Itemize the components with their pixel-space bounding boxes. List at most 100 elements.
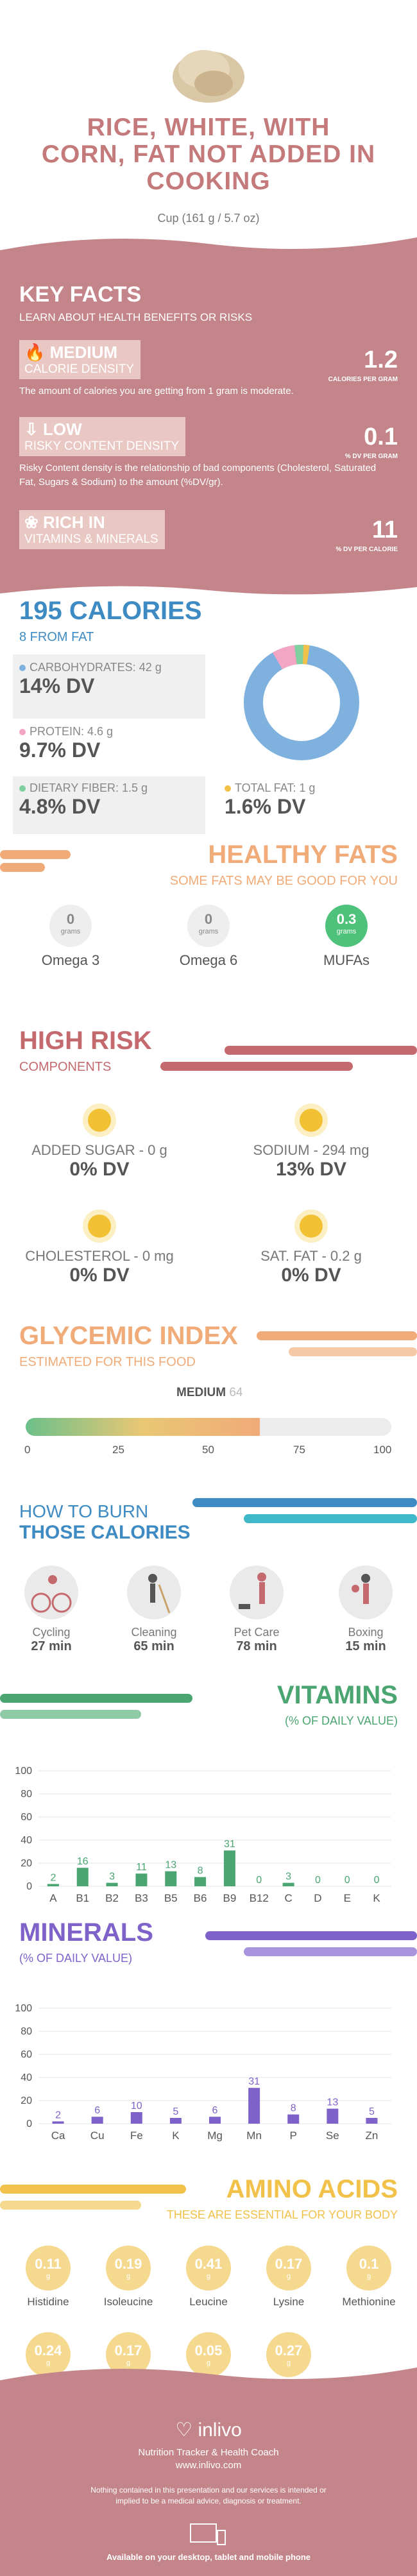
y-tick-label: 40 (21, 2072, 32, 2083)
amino-item: 0.1 g Methionine (330, 2246, 407, 2308)
bar (327, 2108, 339, 2124)
calories-title: 195 CALORIES (19, 597, 202, 625)
bar (106, 1882, 118, 1886)
bar (282, 1882, 294, 1886)
protein-dot (19, 729, 26, 735)
bar-value-label: 8 (198, 1866, 203, 1877)
bar-value-label: 5 (369, 2106, 375, 2117)
activity-cleaning: Cleaning 65 min (112, 1565, 196, 1654)
calorie-density-tag: 🔥 MEDIUM CALORIE DENSITY (19, 340, 141, 379)
y-tick-label: 60 (21, 2049, 32, 2060)
bar-value-label: 6 (212, 2105, 218, 2116)
bar (165, 1871, 177, 1886)
bar (91, 2117, 103, 2124)
glycemic-tick: 25 (112, 1444, 124, 1456)
vitamins-density-unit: % DV PER CALORIE (336, 546, 398, 553)
donut-fat-slice (244, 645, 359, 760)
leaf-icon: ❀ (24, 513, 38, 532)
risky-density-tag: ⇩ LOW RISKY CONTENT DENSITY (19, 417, 186, 456)
x-tick-label: B12 (250, 1892, 269, 1904)
healthy-fats-title: HEALTHY FATS (208, 840, 398, 869)
y-tick-label: 0 (26, 2119, 32, 2129)
y-tick-label: 40 (21, 1835, 32, 1846)
bar-value-label: 31 (248, 2076, 260, 2087)
vitamins-title: VITAMINS (277, 1681, 398, 1709)
vitamins-density-value: 11 (371, 516, 398, 543)
x-tick-label: Se (326, 2129, 339, 2142)
x-tick-label: A (49, 1892, 57, 1904)
x-tick-label: B2 (105, 1892, 119, 1904)
x-tick-label: B6 (194, 1892, 207, 1904)
cycling-icon (24, 1565, 78, 1619)
glycemic-title: GLYCEMIC INDEX (19, 1322, 238, 1350)
smile-icon (83, 1209, 116, 1243)
serving-size: Cup (161 g / 5.7 oz) (157, 212, 260, 225)
x-tick-label: Mn (246, 2129, 262, 2142)
footer-tagline: Nutrition Tracker & Health Coach (138, 2447, 279, 2458)
donut-protein-slice (244, 645, 359, 760)
vitamins-subtitle: (% OF DAILY VALUE) (284, 1714, 398, 1727)
healthy-fats-section: HEALTHY FATS SOME FATS MAY BE GOOD FOR Y… (0, 840, 417, 1052)
vitamins-density-tag: ❀ RICH IN VITAMINS & MINERALS (19, 510, 165, 549)
glycemic-bar-fill (26, 1418, 260, 1436)
x-tick-label: Zn (366, 2129, 379, 2142)
x-tick-label: B9 (223, 1892, 237, 1904)
fat-dot (225, 785, 231, 792)
bar-value-label: 0 (374, 1875, 380, 1886)
amino-title: AMINO ACIDS (226, 2175, 398, 2203)
carbs-item: CARBOHYDRATES: 42 g 14% DV (19, 661, 162, 697)
fiber-item: DIETARY FIBER: 1.5 g 4.8% DV (19, 781, 148, 818)
y-tick-label: 100 (15, 2003, 32, 2014)
boxing-icon (339, 1565, 393, 1619)
bar (47, 1884, 59, 1886)
inlivo-logo[interactable]: ♡ inlivo (175, 2419, 242, 2441)
heart-icon: ♡ (175, 2419, 193, 2441)
glycemic-tick: 100 (373, 1444, 392, 1456)
x-tick-label: Fe (130, 2129, 143, 2142)
x-tick-label: P (290, 2129, 297, 2142)
bar (52, 2121, 64, 2124)
carbs-dot (19, 665, 26, 671)
amino-item: 0.11 g Histidine (10, 2246, 87, 2308)
burn-title-1: HOW TO BURN (19, 1501, 149, 1521)
bar (287, 2114, 300, 2124)
bar-value-label: 10 (131, 2101, 142, 2111)
bar (169, 2118, 182, 2124)
bar (366, 2118, 378, 2124)
x-tick-label: B5 (164, 1892, 178, 1904)
bar-value-label: 3 (109, 1872, 115, 1882)
glycemic-tick: 0 (24, 1444, 31, 1456)
calorie-density-desc: The amount of calories you are getting f… (19, 386, 294, 397)
amino-item: 0.17 g Lysine (250, 2246, 327, 2308)
high-risk-subtitle: COMPONENTS (19, 1060, 112, 1074)
calorie-density-unit: CALORIES PER GRAM (328, 376, 398, 383)
burn-title-2: THOSE CALORIES (19, 1522, 191, 1543)
glycemic-section: GLYCEMIC INDEX ESTIMATED FOR THIS FOOD M… (0, 1322, 417, 1476)
bar-value-label: 31 (224, 1839, 235, 1850)
amino-item: 0.41 g Leucine (170, 2246, 247, 2308)
bar-value-label: 2 (55, 2110, 61, 2120)
high-risk-section: HIGH RISK COMPONENTS ADDED SUGAR - 0 g 0… (0, 1027, 417, 1322)
bar-value-label: 3 (285, 1872, 291, 1882)
activity-cycling: Cycling 27 min (10, 1565, 93, 1654)
x-tick-label: D (314, 1892, 321, 1904)
vitamins-density-row: ❀ RICH IN VITAMINS & MINERALS 11 % DV PE… (19, 510, 398, 553)
burn-section: HOW TO BURN THOSE CALORIES Cycling 27 mi… (0, 1476, 417, 1707)
devices-icon (190, 2523, 226, 2545)
calorie-density-value: 1.2 (364, 346, 398, 373)
smile-icon (294, 1209, 328, 1243)
y-tick-label: 60 (21, 1812, 32, 1823)
footer-url[interactable]: www.inlivo.com (175, 2460, 242, 2471)
key-facts-subtitle: LEARN ABOUT HEALTH BENEFITS OR RISKS (19, 311, 253, 323)
pet-care-icon (230, 1565, 284, 1619)
y-tick-label: 20 (21, 1858, 32, 1869)
bar (194, 1877, 207, 1886)
calories-section: 195 CALORIES 8 FROM FAT CARBOHYDRATES: 4… (0, 597, 417, 840)
bar (130, 2112, 142, 2124)
glycemic-tick: 50 (202, 1444, 214, 1456)
x-tick-label: Cu (90, 2129, 105, 2142)
minerals-section: MINERALS (% OF DAILY VALUE) 0 20 40 60 80 100… (0, 1918, 417, 2175)
footer-available: Available on your desktop, tablet and mo… (106, 2552, 311, 2562)
risky-density-desc: Risky Content density is the relationshi… (19, 463, 377, 488)
bar-value-label: 2 (50, 1872, 56, 1883)
